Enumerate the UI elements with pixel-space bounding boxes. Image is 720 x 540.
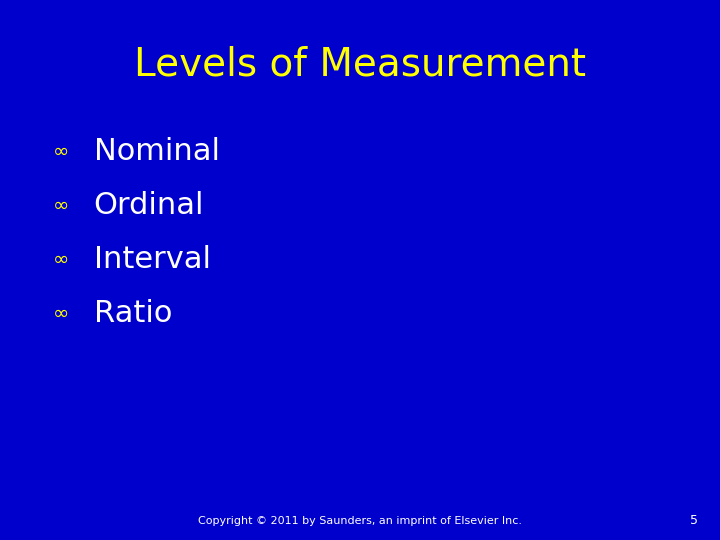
Text: ∞: ∞ [53,195,69,215]
Text: Copyright © 2011 by Saunders, an imprint of Elsevier Inc.: Copyright © 2011 by Saunders, an imprint… [198,516,522,526]
Text: ∞: ∞ [53,303,69,323]
Text: Ordinal: Ordinal [94,191,204,220]
Text: 5: 5 [690,514,698,526]
Text: ∞: ∞ [53,249,69,269]
Text: Interval: Interval [94,245,211,274]
Text: ∞: ∞ [53,141,69,161]
Text: Levels of Measurement: Levels of Measurement [134,46,586,84]
Text: Nominal: Nominal [94,137,220,166]
Text: Ratio: Ratio [94,299,172,328]
